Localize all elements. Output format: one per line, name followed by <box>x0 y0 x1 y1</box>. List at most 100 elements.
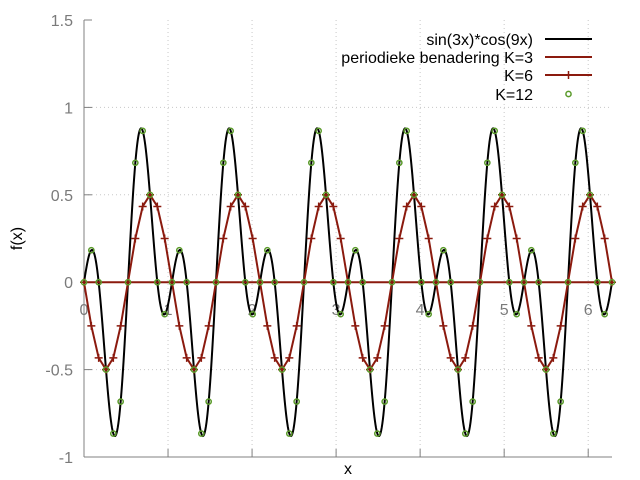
k12-point <box>579 127 587 135</box>
k12-point <box>168 278 176 286</box>
k12-point <box>542 366 550 373</box>
k12-point <box>410 191 418 199</box>
k12-point <box>322 191 330 199</box>
k12-point <box>366 366 374 373</box>
k12-point <box>513 310 521 318</box>
k12-point <box>87 246 95 254</box>
k6-point <box>483 234 492 243</box>
k6-point <box>402 202 411 211</box>
k6-point <box>87 321 96 330</box>
k6-point <box>241 202 250 211</box>
y-tick-label: 0.5 <box>51 188 73 205</box>
k12-point <box>344 278 352 286</box>
k12-point <box>432 278 440 286</box>
legend-marker <box>564 71 573 79</box>
k12-point <box>461 430 469 437</box>
k12-point <box>117 398 125 405</box>
k6-point <box>182 353 191 362</box>
k6-point <box>512 234 521 243</box>
legend-label: sin(3x)*cos(9x) <box>426 32 533 49</box>
k12-point <box>102 366 110 373</box>
k6-point <box>138 202 147 211</box>
k12-point <box>351 246 359 254</box>
k12-point <box>249 310 257 318</box>
k6-point <box>153 202 162 211</box>
k6-point <box>109 353 118 362</box>
k12-point <box>175 246 183 254</box>
k6-point <box>329 202 338 211</box>
k12-point <box>454 366 462 373</box>
k12-point <box>608 278 616 286</box>
k12-point <box>278 366 286 373</box>
k12-point <box>95 278 103 286</box>
k6-point <box>336 234 345 243</box>
k6-point <box>351 321 360 330</box>
y-tick-label: 1 <box>64 100 73 117</box>
k6-point <box>549 353 558 362</box>
legend: sin(3x)*cos(9x)periodieke benadering K=3… <box>341 32 592 104</box>
k6-point <box>285 353 294 362</box>
k6-point <box>197 353 206 362</box>
k6-point <box>600 234 609 243</box>
k12-point <box>329 278 337 286</box>
k12-point <box>307 159 315 167</box>
k12-point <box>557 398 565 405</box>
k6-point <box>307 234 316 243</box>
k6-point <box>571 234 580 243</box>
k12-point <box>359 278 367 286</box>
k6-point <box>490 202 499 211</box>
k6-point <box>116 321 125 330</box>
x-tick-label: 3 <box>332 302 341 319</box>
k12-point <box>505 278 513 286</box>
k12-point <box>241 278 249 286</box>
k12-point <box>263 246 271 254</box>
y-tick-label: -1 <box>59 450 73 467</box>
k12-point <box>183 278 191 286</box>
legend-label: K=6 <box>504 68 533 85</box>
k6-point <box>358 353 367 362</box>
k12-point <box>153 278 161 286</box>
k12-point <box>315 127 323 135</box>
k12-point <box>80 278 88 286</box>
k12-point <box>285 430 293 437</box>
y-tick-label: -0.5 <box>45 363 73 380</box>
k12-point <box>483 159 491 167</box>
legend-marker <box>565 90 572 98</box>
k12-point <box>571 159 579 167</box>
k6-point <box>446 353 455 362</box>
k12-point <box>190 366 198 373</box>
k6-point <box>314 202 323 211</box>
y-tick-label: 0 <box>64 275 73 292</box>
k6-point <box>270 353 279 362</box>
plot-area <box>80 127 616 438</box>
k12-point <box>109 430 117 437</box>
k6-point <box>175 321 184 330</box>
k12-point <box>124 278 132 286</box>
x-tick-label: 2 <box>248 302 257 319</box>
k12-point <box>520 278 528 286</box>
k12-point <box>476 278 484 286</box>
k12-point <box>212 278 220 286</box>
k12-point <box>197 430 205 437</box>
k12-point <box>527 246 535 254</box>
k6-point <box>424 234 433 243</box>
k12-point <box>395 159 403 167</box>
k6-point <box>556 321 565 330</box>
x-tick-label: 1 <box>164 302 173 319</box>
x-tick-label: 4 <box>416 302 425 319</box>
k6-point <box>417 202 426 211</box>
k6-point <box>219 234 228 243</box>
k12-point <box>403 127 411 135</box>
k12-point <box>439 246 447 254</box>
k12-point <box>417 278 425 286</box>
k12-point <box>373 430 381 437</box>
k12-point <box>227 127 235 135</box>
k6-point <box>505 202 514 211</box>
y-axis-label: f(x) <box>9 227 26 250</box>
k12-point <box>498 191 506 199</box>
k6-point <box>373 353 382 362</box>
k6-point <box>439 321 448 330</box>
k12-point <box>388 278 396 286</box>
k12-point <box>271 278 279 286</box>
